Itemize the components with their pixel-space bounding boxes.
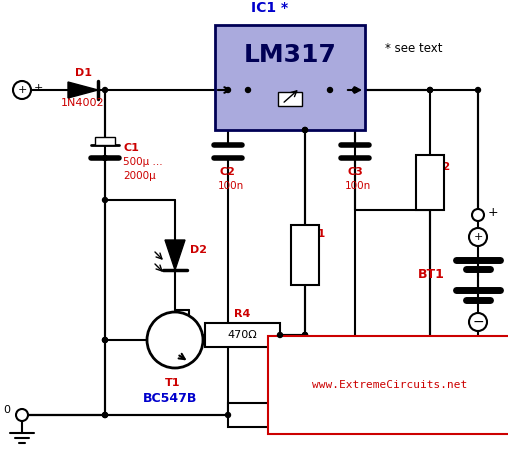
Polygon shape (165, 240, 185, 270)
Circle shape (353, 413, 358, 418)
Circle shape (103, 413, 108, 418)
Circle shape (226, 413, 231, 418)
Text: T1: T1 (165, 378, 180, 388)
Text: D2: D2 (190, 245, 207, 255)
Circle shape (328, 87, 333, 93)
Circle shape (472, 209, 484, 221)
Text: R1: R1 (309, 229, 325, 239)
Text: 0: 0 (3, 405, 10, 415)
Text: +: + (473, 232, 483, 242)
Text: 100n: 100n (218, 181, 244, 191)
Text: +: + (488, 206, 499, 218)
Text: +: + (17, 85, 27, 95)
Text: +: + (34, 83, 43, 93)
Text: D1: D1 (75, 68, 91, 78)
Text: LM317: LM317 (243, 43, 336, 67)
Text: 2000μ: 2000μ (123, 171, 156, 181)
Circle shape (103, 413, 108, 418)
Bar (205, 323, 280, 347)
Circle shape (103, 197, 108, 202)
Circle shape (469, 313, 487, 331)
Text: C3: C3 (347, 167, 363, 177)
Text: R2: R2 (434, 162, 450, 172)
Circle shape (302, 333, 307, 338)
Circle shape (302, 333, 307, 338)
Circle shape (475, 87, 481, 93)
Bar (291, 225, 319, 285)
Text: 500μ ...: 500μ ... (123, 157, 163, 167)
Circle shape (13, 81, 31, 99)
Text: −: − (488, 335, 500, 349)
Text: IC1 *: IC1 * (251, 1, 289, 15)
Text: −: − (472, 315, 484, 329)
Polygon shape (68, 82, 98, 98)
Text: * see text: * see text (385, 42, 442, 55)
Circle shape (302, 413, 307, 418)
Bar (278, 92, 302, 106)
Circle shape (103, 156, 108, 160)
Text: C1: C1 (123, 143, 139, 153)
Circle shape (428, 87, 432, 93)
Text: R4: R4 (234, 309, 250, 319)
Circle shape (226, 87, 231, 93)
Text: 1N4002: 1N4002 (61, 98, 105, 108)
Circle shape (353, 87, 358, 93)
Circle shape (472, 339, 484, 351)
Text: www.ExtremeCircuits.net: www.ExtremeCircuits.net (312, 380, 468, 390)
Circle shape (147, 312, 203, 368)
Circle shape (277, 333, 282, 338)
Circle shape (103, 87, 108, 93)
Text: BC547B: BC547B (143, 392, 197, 405)
Text: 470Ω: 470Ω (228, 330, 258, 340)
Bar (228, 403, 335, 427)
Text: 100n: 100n (345, 181, 371, 191)
Circle shape (469, 228, 487, 246)
Bar (215, 25, 365, 130)
Text: C2: C2 (220, 167, 236, 177)
Text: BT1: BT1 (418, 268, 445, 282)
Text: R3: R3 (273, 389, 290, 399)
Bar (95, 137, 115, 145)
Circle shape (245, 87, 250, 93)
Circle shape (428, 413, 432, 418)
Bar (416, 155, 444, 210)
Circle shape (302, 127, 307, 132)
Circle shape (302, 127, 307, 132)
Circle shape (302, 413, 307, 418)
Circle shape (103, 338, 108, 343)
Circle shape (103, 338, 108, 343)
Circle shape (428, 87, 432, 93)
Circle shape (16, 409, 28, 421)
